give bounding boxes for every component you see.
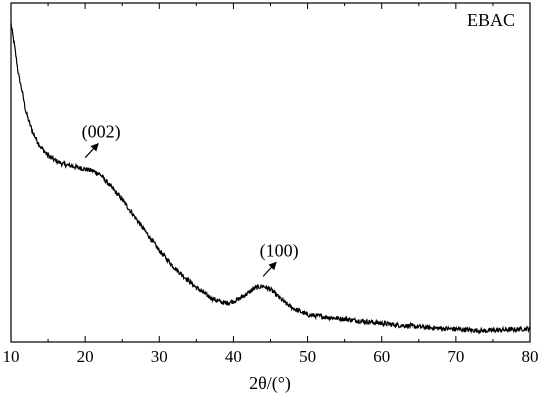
x-axis-title: 2θ/(°) (249, 373, 291, 394)
x-tick-labels: 10 20 30 40 50 60 70 80 (3, 347, 539, 366)
annotation-label: (100) (260, 240, 299, 261)
x-tick-label: 30 (151, 347, 168, 366)
annotation-arrow (84, 142, 99, 159)
x-tick-label: 50 (299, 347, 316, 366)
legend-label-ebac: EBAC (467, 10, 515, 30)
x-tick-label: 20 (77, 347, 94, 366)
tick-marks (47, 3, 494, 342)
peak-annotations: (002) (100) (82, 122, 299, 277)
annotation-arrow (262, 261, 277, 277)
x-tick-label: 60 (373, 347, 390, 366)
annotation-label: (002) (82, 122, 121, 143)
series-line-ebac (10, 22, 531, 335)
x-tick-label: 40 (225, 347, 242, 366)
x-tick-label: 70 (447, 347, 464, 366)
x-tick-label: 10 (3, 347, 20, 366)
x-tick-label: 80 (522, 347, 539, 366)
